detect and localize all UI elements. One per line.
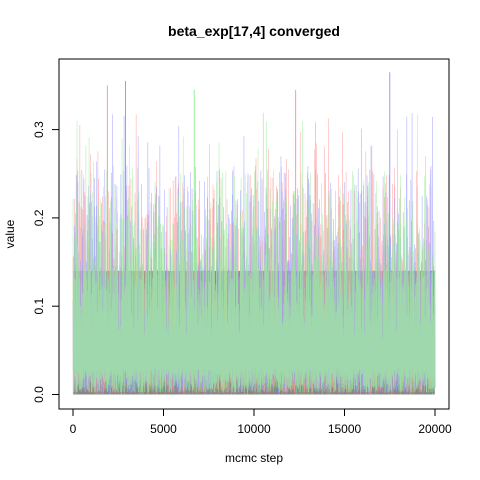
chart-title: beta_exp[17,4] converged <box>168 23 340 39</box>
x-tick-label: 0 <box>70 422 77 436</box>
x-axis: 0 5000 10000 15000 20000 <box>70 409 452 436</box>
x-tick-label: 15000 <box>328 422 362 436</box>
y-tick-label: 0.1 <box>32 298 46 315</box>
x-axis-label: mcmc step <box>225 451 283 465</box>
x-tick-label: 20000 <box>418 422 452 436</box>
y-tick-label: 0.2 <box>32 209 46 226</box>
trace-series-3 <box>72 114 436 395</box>
x-tick-label: 5000 <box>150 422 177 436</box>
y-axis-label: value <box>3 219 17 248</box>
x-tick-label: 10000 <box>237 422 271 436</box>
y-tick-label: 0.0 <box>32 386 46 403</box>
plot-area <box>72 72 436 395</box>
y-tick-label: 0.3 <box>32 121 46 138</box>
y-axis: 0.0 0.1 0.2 0.3 <box>32 121 59 403</box>
